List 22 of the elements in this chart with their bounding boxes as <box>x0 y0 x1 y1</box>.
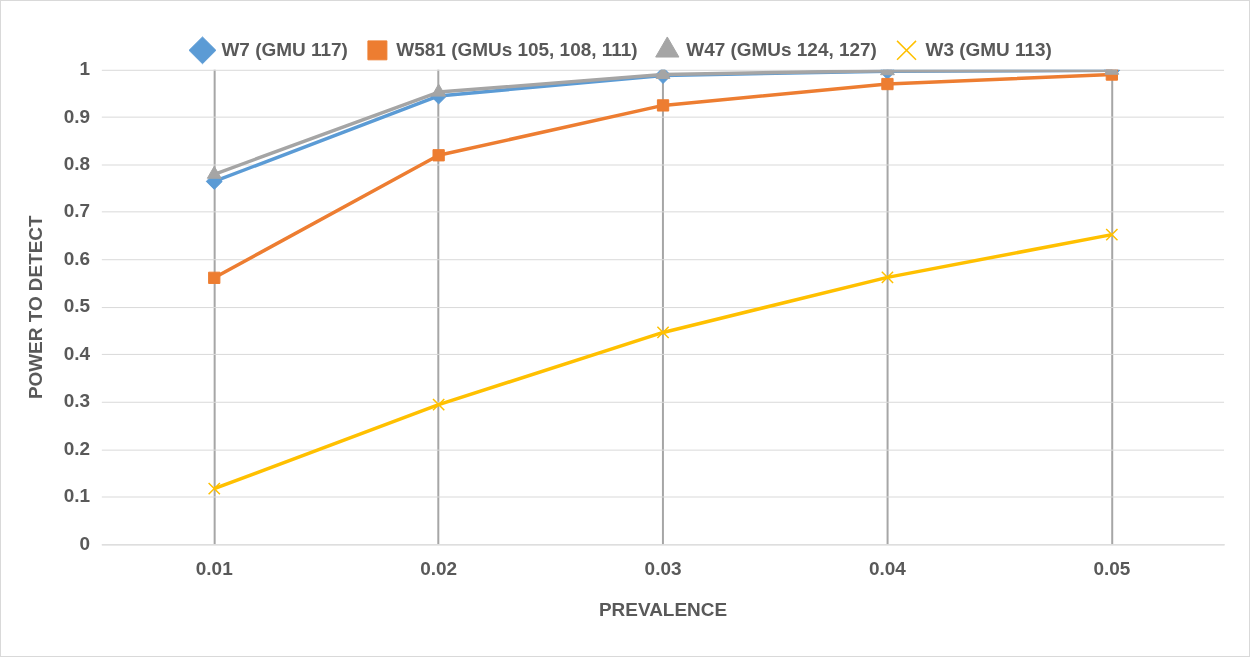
x-tick-label: 0.02 <box>420 558 458 580</box>
legend-label: W7 (GMU 117) <box>221 38 348 60</box>
y-tick-label: 0 <box>79 532 91 554</box>
y-tick-label: 0.5 <box>63 295 91 317</box>
y-tick-label: 0.8 <box>63 153 91 174</box>
x-tick-label: 0.04 <box>869 558 907 580</box>
y-tick-label: 0.7 <box>63 200 91 222</box>
y-tick-label: 0.3 <box>63 390 91 412</box>
y-tick-label: 0.1 <box>63 485 91 507</box>
y-tick-label: 0.2 <box>63 437 91 459</box>
y-tick-label: 0.9 <box>63 105 91 127</box>
legend-label: W47 (GMUs 124, 127) <box>686 38 877 60</box>
y-axis-title: POWER TO DETECT <box>24 215 46 400</box>
y-tick-label: 0.4 <box>63 342 91 364</box>
x-tick-label: 0.03 <box>644 558 682 580</box>
y-tick-label: 0.6 <box>63 248 91 269</box>
y-tick-label: 1 <box>79 58 91 80</box>
legend-label: W581 (GMUs 105, 108, 111) <box>396 38 638 60</box>
x-tick-label: 0.05 <box>1093 558 1131 580</box>
x-tick-label: 0.01 <box>195 558 233 580</box>
legend-label: W3 (GMU 113) <box>925 38 1052 60</box>
x-axis-title: PREVALENCE <box>598 598 728 620</box>
